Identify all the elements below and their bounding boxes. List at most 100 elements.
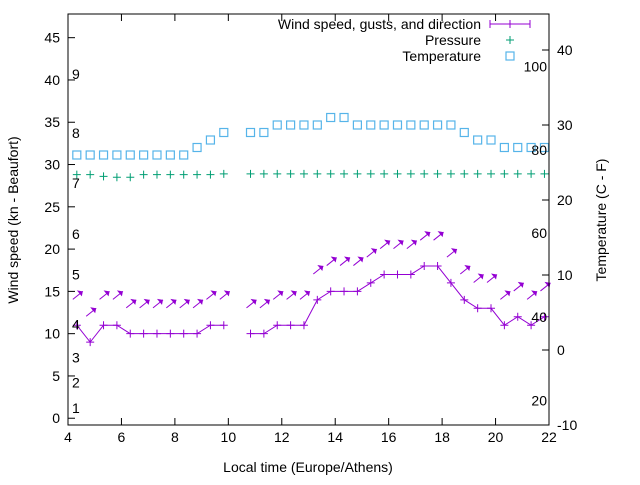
gust-direction-arrow — [139, 298, 150, 309]
gust-arrow-head — [450, 248, 457, 255]
gust-arrow-head — [250, 298, 257, 305]
gust-direction-arrow — [526, 290, 538, 300]
temperature-point — [85, 150, 95, 160]
pressure-point — [206, 170, 215, 179]
x-tick-label: 18 — [434, 429, 450, 445]
wind-speed-point — [86, 338, 95, 347]
temperature-point — [179, 150, 189, 160]
beaufort-label: 2 — [72, 375, 80, 391]
y-axis-label: Wind speed (kn - Beaufort) — [5, 136, 21, 303]
y-tick-label: 5 — [52, 368, 60, 384]
x-tick-label: 14 — [327, 429, 343, 445]
pressure-point — [86, 170, 95, 179]
temperature-point — [473, 135, 483, 145]
fahrenheit-label: 100 — [524, 59, 548, 75]
y2-tick-label: -10 — [557, 417, 577, 433]
wind-speed-point — [286, 321, 295, 330]
gust-arrow-head — [330, 256, 337, 263]
gust-direction-arrow — [166, 298, 177, 309]
pressure-point — [179, 170, 188, 179]
temperature-point — [326, 112, 336, 123]
gust-arrow-head — [290, 290, 297, 297]
temperature-point — [406, 120, 416, 130]
wind-speed-point — [406, 270, 415, 279]
temperature-point — [379, 120, 389, 130]
y-tick-label: 10 — [44, 326, 60, 342]
gust-direction-arrow — [353, 256, 364, 266]
pressure-point — [460, 169, 469, 178]
pressure-point — [393, 169, 402, 178]
pressure-point — [513, 169, 522, 178]
pressure-point — [72, 170, 81, 179]
gust-arrow-head — [491, 273, 498, 280]
beaufort-label: 7 — [72, 175, 80, 191]
temperature-point — [352, 120, 363, 130]
pressure-point — [126, 173, 135, 182]
x-tick-label: 4 — [64, 429, 72, 445]
temperature-point — [526, 142, 536, 153]
temperature-point — [486, 135, 496, 145]
legend-key-wind — [489, 20, 531, 28]
gust-direction-arrow — [246, 298, 257, 309]
wind-speed-point — [540, 312, 549, 321]
y-tick-label: 15 — [44, 283, 60, 299]
wind-speed-point — [500, 321, 509, 330]
gust-arrow-head — [517, 281, 524, 288]
wind-speed-point — [446, 278, 455, 287]
wind-speed-point — [219, 321, 228, 330]
gust-arrow-head — [531, 290, 538, 297]
legend-key-temperature — [505, 51, 515, 61]
gust-direction-arrow — [513, 281, 525, 292]
legend-label-pressure: Pressure — [425, 32, 481, 48]
wind-speed-point — [353, 287, 362, 296]
temperature-point — [259, 127, 269, 138]
gust-direction-arrow — [72, 290, 84, 300]
y-tick-label: 45 — [44, 30, 60, 46]
gust-arrow-head — [116, 290, 123, 297]
gust-direction-arrow — [393, 239, 404, 250]
pressure-point — [433, 169, 442, 178]
gust-direction-arrow — [299, 290, 311, 300]
pressure-point — [152, 170, 161, 179]
beaufort-label: 3 — [72, 349, 80, 365]
gust-direction-arrow — [286, 290, 297, 300]
wind-speed-point — [420, 262, 429, 271]
wind-speed-point — [460, 295, 469, 304]
pressure-point — [540, 169, 549, 178]
wind-speed-point — [366, 278, 375, 287]
temperature-point — [205, 135, 216, 145]
fahrenheit-label: 20 — [531, 392, 547, 408]
gust-direction-arrow — [326, 256, 337, 266]
temperature-point — [72, 150, 82, 160]
x-tick-label: 8 — [171, 429, 179, 445]
legend-label-wind: Wind speed, gusts, and direction — [278, 16, 481, 32]
pressure-point — [380, 169, 389, 178]
wind-speed-point — [139, 329, 148, 338]
beaufort-label: 5 — [72, 266, 80, 282]
pressure-point — [259, 169, 268, 178]
gust-direction-arrow — [500, 290, 511, 300]
gust-arrow-head — [143, 298, 150, 305]
gust-direction-arrow — [179, 298, 191, 309]
pressure-point — [473, 169, 482, 178]
gust-direction-arrow — [272, 290, 284, 300]
gust-direction-arrow — [313, 265, 324, 275]
gust-arrow-head — [410, 239, 417, 246]
pressure-point — [527, 169, 536, 178]
y2-tick-label: 30 — [557, 117, 573, 133]
gust-arrow-head — [384, 239, 391, 246]
gust-direction-arrow — [366, 248, 378, 258]
gust-direction-arrow — [459, 265, 471, 275]
wind-speed-point — [99, 321, 108, 330]
y-tick-label: 20 — [44, 241, 60, 257]
temperature-point — [152, 150, 162, 160]
temperature-point — [165, 150, 175, 160]
pressure-point — [500, 169, 509, 178]
gust-direction-arrow — [433, 231, 444, 241]
wind-speed-point — [179, 329, 188, 338]
fahrenheit-label: 60 — [531, 225, 547, 241]
temperature-point — [125, 150, 135, 160]
wind-speed-point — [473, 304, 482, 313]
fahrenheit-label: 40 — [531, 309, 547, 325]
temperature-point — [112, 150, 122, 160]
